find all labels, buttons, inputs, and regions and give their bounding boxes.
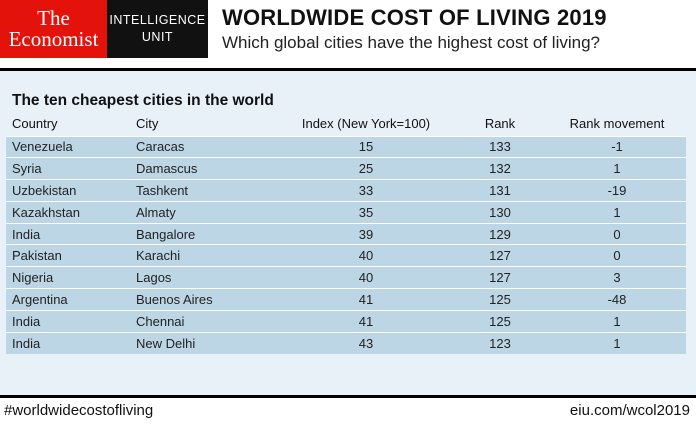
- table-row: Nigeria Lagos 40 127 3: [6, 266, 686, 289]
- cell-country: Nigeria: [6, 266, 130, 289]
- bottom-divider: [0, 395, 696, 398]
- top-divider: [0, 68, 696, 71]
- cell-rank: 125: [452, 288, 548, 311]
- economist-logo: The Economist: [0, 0, 107, 58]
- column-header-city: City: [136, 116, 159, 132]
- cell-rank-movement: -1: [548, 135, 686, 158]
- column-header-rank: Rank: [484, 116, 516, 132]
- cell-rank: 131: [452, 179, 548, 202]
- cell-city: Almaty: [130, 200, 280, 224]
- cell-rank: 123: [452, 331, 548, 354]
- cell-country: Venezuela: [6, 135, 130, 158]
- cell-rank: 133: [452, 135, 548, 158]
- intelligence-unit-logo: INTELLIGENCE UNIT: [107, 0, 208, 58]
- cell-rank: 132: [452, 157, 548, 180]
- column-header-country: Country: [12, 116, 58, 132]
- column-header-rank-movement: Rank movement: [569, 116, 665, 132]
- cell-city: Damascus: [130, 157, 280, 180]
- table-body: Venezuela Caracas 15 133 -1 Syria Damascus 25 13…: [6, 135, 686, 354]
- cell-rank-movement: -19: [548, 179, 686, 202]
- cell-city: Chennai: [130, 309, 280, 333]
- table-row: Uzbekistan Tashkent 33 131 -19: [6, 179, 686, 202]
- footer-hashtag: #worldwidecostofliving: [4, 402, 154, 419]
- cell-rank-movement: 1: [548, 309, 686, 333]
- cell-country: India: [6, 222, 130, 245]
- header: The Economist INTELLIGENCE UNIT WORLDWID…: [0, 0, 696, 58]
- cell-country: Argentina: [6, 288, 130, 311]
- cell-city: Bangalore: [130, 222, 280, 245]
- cell-city: New Delhi: [130, 331, 280, 354]
- cell-city: Caracas: [130, 135, 280, 158]
- table-row: India Bangalore 39 129 0: [6, 222, 686, 245]
- table-row: Venezuela Caracas 15 133 -1: [6, 135, 686, 158]
- cell-rank-movement: 1: [548, 331, 686, 354]
- cell-rank: 127: [452, 244, 548, 267]
- unit-line-2: UNIT: [141, 30, 174, 44]
- page-subtitle: Which global cities have the highest cos…: [222, 33, 600, 52]
- cell-rank-movement: 1: [548, 200, 686, 224]
- table-row: Syria Damascus 25 132 1: [6, 157, 686, 180]
- cell-index: 40: [280, 266, 452, 289]
- cell-index: 39: [280, 222, 452, 245]
- cell-country: Uzbekistan: [6, 179, 130, 202]
- cell-city: Lagos: [130, 266, 280, 289]
- cell-rank-movement: 3: [548, 266, 686, 289]
- table-row: Pakistan Karachi 40 127 0: [6, 244, 686, 267]
- unit-line-1: INTELLIGENCE: [109, 13, 206, 27]
- cell-city: Karachi: [130, 244, 280, 267]
- cell-rank: 125: [452, 309, 548, 333]
- cell-country: Syria: [6, 157, 130, 180]
- cell-rank-movement: -48: [548, 288, 686, 311]
- table-title: The ten cheapest cities in the world: [12, 92, 274, 109]
- table-header-row: Country City Index (New York=100) Rank R…: [6, 112, 686, 136]
- table-row: Kazakhstan Almaty 35 130 1: [6, 200, 686, 224]
- column-header-index: Index (New York=100): [301, 116, 431, 132]
- cell-index: 35: [280, 200, 452, 224]
- cell-rank: 129: [452, 222, 548, 245]
- logo-line-2: Economist: [8, 27, 99, 51]
- table-row: India Chennai 41 125 1: [6, 309, 686, 333]
- cell-index: 41: [280, 309, 452, 333]
- cheapest-cities-table: Country City Index (New York=100) Rank R…: [6, 112, 686, 354]
- cell-index: 33: [280, 179, 452, 202]
- logo-line-1: The: [37, 6, 70, 30]
- cell-country: India: [6, 309, 130, 333]
- cell-rank-movement: 1: [548, 157, 686, 180]
- cell-index: 15: [280, 135, 452, 158]
- cell-index: 40: [280, 244, 452, 267]
- cell-rank-movement: 0: [548, 222, 686, 245]
- cell-city: Buenos Aires: [130, 288, 280, 311]
- cell-rank: 130: [452, 200, 548, 224]
- cell-country: Pakistan: [6, 244, 130, 267]
- cell-index: 43: [280, 331, 452, 354]
- cell-rank: 127: [452, 266, 548, 289]
- table-row: Argentina Buenos Aires 41 125 -48: [6, 288, 686, 311]
- cell-index: 25: [280, 157, 452, 180]
- footer-url: eiu.com/wcol2019: [569, 402, 690, 419]
- cell-index: 41: [280, 288, 452, 311]
- table-row: India New Delhi 43 123 1: [6, 331, 686, 354]
- cell-country: India: [6, 331, 130, 354]
- cell-rank-movement: 0: [548, 244, 686, 267]
- page-title: WORLDWIDE COST OF LIVING 2019: [222, 5, 607, 30]
- cell-country: Kazakhstan: [6, 200, 130, 224]
- cell-city: Tashkent: [130, 179, 280, 202]
